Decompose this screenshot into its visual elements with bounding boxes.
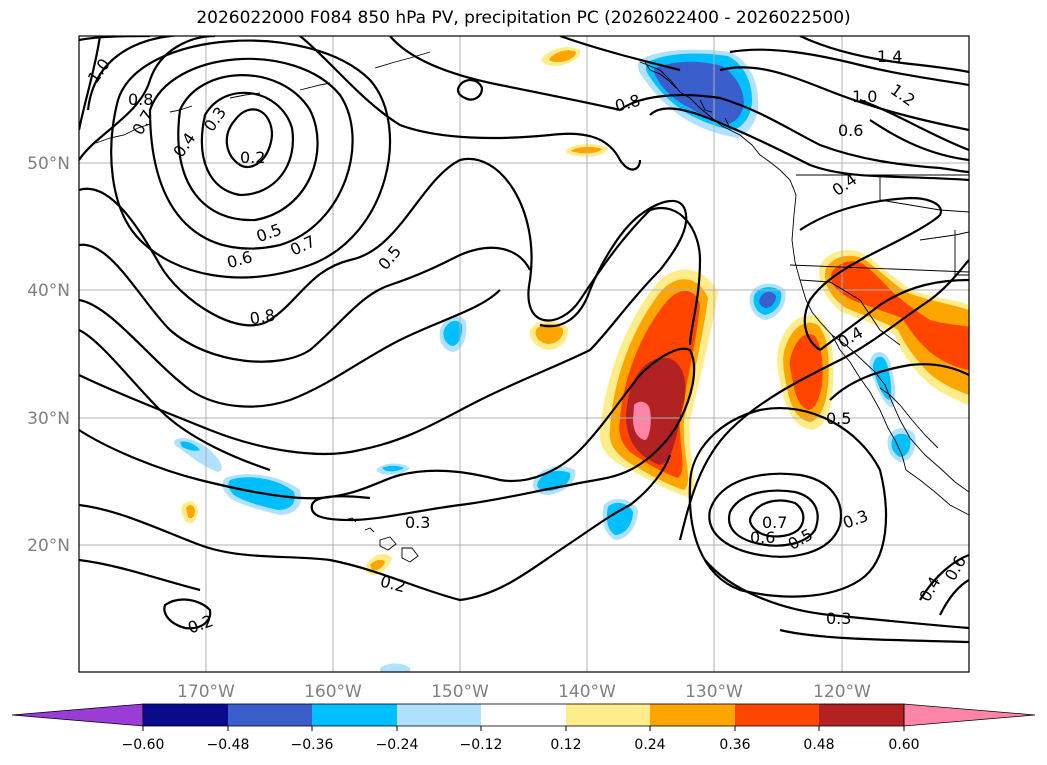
colorbar-segment: [819, 704, 904, 726]
colorbar-tick-label: 0.24: [634, 737, 665, 753]
lon-tick-label: 140°W: [558, 682, 616, 702]
lon-tick-label: 150°W: [431, 682, 489, 702]
contour-label: 0.6: [838, 121, 863, 140]
colorbar-segment: [650, 704, 735, 726]
colorbar-segment: [481, 704, 566, 726]
lon-tick-label: 170°W: [177, 682, 235, 702]
colorbar-tick-label: 0.36: [719, 737, 750, 753]
lon-tick-label: 160°W: [304, 682, 362, 702]
contour-label: 0.7: [762, 513, 787, 532]
contour-label: 0.2: [240, 148, 265, 167]
contour-label: 0.3: [405, 513, 430, 532]
colorbar-tick-label: 0.60: [888, 737, 919, 753]
colorbar-segment: [735, 704, 819, 726]
lat-tick-label: 30°N: [27, 409, 70, 429]
contour-label: 0.5: [826, 409, 851, 428]
colorbar-tick-label: 0.12: [550, 737, 581, 753]
contour-label: 0.3: [826, 609, 851, 628]
colorbar-tick-label: −0.12: [460, 737, 503, 753]
colorbar-tick-label: −0.36: [291, 737, 334, 753]
colorbar-segment: [312, 704, 397, 726]
lat-tick-labels: 50°N 40°N 30°N 20°N: [27, 154, 70, 556]
contour-label: 0.8: [248, 305, 276, 328]
pv-contours: [79, 36, 969, 644]
colorbar-segment: [143, 704, 228, 726]
colorbar-tick-label: −0.24: [376, 737, 419, 753]
colorbar-tick-label: 0.48: [803, 737, 834, 753]
map-title: 2026022000 F084 850 hPa PV, precipitatio…: [196, 8, 851, 28]
colorbar-extend-left: [11, 703, 144, 727]
contour-label: 1.4: [877, 47, 902, 66]
lon-tick-label: 130°W: [685, 682, 743, 702]
contour-label: 0.6: [750, 528, 775, 547]
lon-tick-labels: 170°W 160°W 150°W 140°W 130°W 120°W: [177, 682, 871, 702]
lon-tick-label: 120°W: [813, 682, 871, 702]
colorbar-tick-label: −0.60: [122, 737, 165, 753]
coastlines: [95, 51, 969, 563]
contour-label: 0.8: [128, 90, 153, 109]
lat-tick-label: 20°N: [27, 536, 70, 556]
lat-tick-label: 40°N: [27, 281, 70, 301]
colorbar-segment: [566, 704, 650, 726]
colorbar-segment: [397, 704, 481, 726]
colorbar-extend-right: [903, 703, 1036, 727]
precip-shading: [173, 47, 969, 672]
colorbar-tick-label: −0.48: [207, 737, 250, 753]
colorbar: −0.60 −0.48 −0.36 −0.24 −0.12 0.12 0.24 …: [11, 703, 1036, 753]
colorbar-segment: [228, 704, 312, 726]
lat-tick-label: 50°N: [27, 154, 70, 174]
lat-lon-grid: [79, 36, 969, 672]
contour-label: 1.0: [852, 87, 877, 106]
map-frame: [78, 35, 970, 673]
